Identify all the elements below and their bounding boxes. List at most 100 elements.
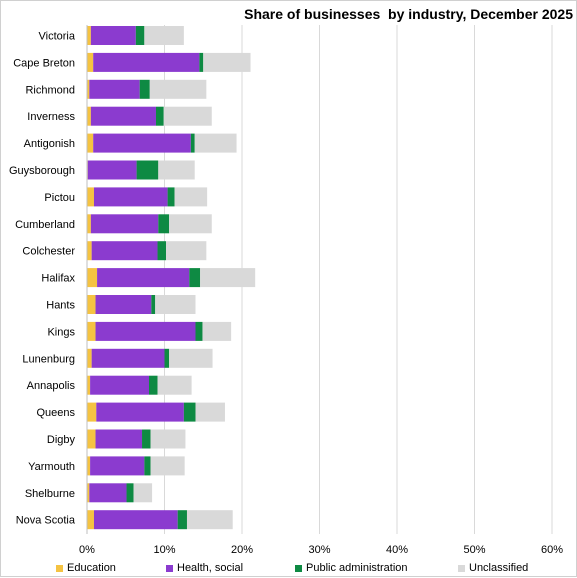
bar-segment: [87, 214, 91, 234]
bar-segment: [87, 268, 98, 288]
bar-segment: [200, 268, 256, 288]
bar-segment: [90, 26, 136, 45]
legend-label: Education: [67, 562, 116, 574]
bar-segment: [97, 268, 190, 288]
category-label: Yarmouth: [28, 461, 75, 473]
category-label: Cape Breton: [13, 57, 75, 69]
legend-swatch: [295, 564, 302, 572]
legend-item: Education: [56, 562, 116, 574]
bar-segment: [166, 241, 207, 261]
bar-segment: [158, 214, 170, 234]
bar-segment: [87, 375, 91, 395]
bar-segment: [183, 402, 196, 422]
bar-segment: [87, 160, 137, 180]
x-tick-label: 50%: [463, 544, 485, 556]
bar-segment: [87, 133, 94, 153]
bar-segment: [150, 429, 186, 449]
bar-segment: [91, 241, 158, 261]
bar-segment: [139, 79, 150, 99]
category-label: Queens: [36, 407, 75, 419]
legend-item: Public administration: [295, 562, 408, 574]
bar-segment: [93, 187, 168, 207]
bar-segment: [194, 133, 237, 153]
bar-segment: [202, 321, 232, 341]
bar-segment: [158, 160, 195, 180]
category-label: Inverness: [27, 111, 75, 123]
bar-segment: [93, 133, 191, 153]
category-label: Cumberland: [15, 219, 75, 231]
category-label: Nova Scotia: [16, 515, 76, 527]
x-tick-label: 20%: [231, 544, 253, 556]
bar-segment: [195, 402, 225, 422]
category-label: Halifax: [41, 273, 75, 285]
legend-label: Unclassified: [469, 562, 529, 574]
chart-title: Share of businesses by industry, Decembe…: [244, 6, 573, 22]
bar-segment: [151, 295, 156, 314]
category-label: Hants: [46, 300, 75, 312]
bar-segment: [186, 510, 233, 530]
bar-segment: [169, 214, 212, 234]
bar-segment: [93, 52, 200, 72]
legend-swatch: [458, 564, 465, 572]
bar-segment: [87, 456, 91, 476]
bar-segment: [90, 214, 159, 234]
bar-segment: [87, 26, 91, 45]
bar-segment: [133, 483, 153, 503]
bar-segment: [199, 52, 204, 72]
legend-swatch: [56, 564, 63, 572]
bar-segment: [87, 295, 96, 314]
bar-segment: [87, 510, 94, 530]
category-label: Shelburne: [25, 488, 75, 500]
x-tick-label: 30%: [308, 544, 330, 556]
bar-segment: [93, 510, 178, 530]
category-label: Victoria: [39, 31, 76, 43]
x-tick-label: 40%: [386, 544, 408, 556]
category-label: Guysborough: [9, 165, 75, 177]
bar-segment: [189, 268, 201, 288]
bar-segment: [91, 348, 165, 368]
bar-segment: [169, 348, 213, 368]
category-label: Annapolis: [27, 380, 76, 392]
bar-segment: [87, 52, 94, 72]
bar-segment: [135, 26, 145, 45]
bar-segment: [144, 26, 184, 45]
bar-segment: [164, 348, 170, 368]
bar-segment: [142, 429, 151, 449]
bar-segment: [95, 321, 196, 341]
bar-segment: [167, 187, 175, 207]
legend-swatch: [166, 564, 173, 572]
bar-segment: [90, 106, 156, 126]
bar-segment: [155, 295, 196, 314]
bar-segment: [177, 510, 187, 530]
legend: Education Health, social Public administra…: [1, 562, 577, 576]
bar-segment: [174, 187, 208, 207]
bar-segment: [95, 295, 152, 314]
bar-segment: [89, 79, 140, 99]
bar-segment: [95, 429, 143, 449]
category-label: Digby: [47, 434, 76, 446]
category-label: Kings: [47, 326, 75, 338]
bar-segment: [155, 106, 164, 126]
legend-item: Health, social: [166, 562, 243, 574]
bar-segment: [190, 133, 195, 153]
bar-segment: [87, 187, 94, 207]
bar-segment: [203, 52, 251, 72]
bar-segment: [126, 483, 134, 503]
category-label: Lunenburg: [22, 353, 75, 365]
x-tick-label: 0%: [79, 544, 95, 556]
bar-segment: [195, 321, 203, 341]
bar-segment: [87, 483, 90, 503]
bar-segment: [149, 375, 158, 395]
bar-segment: [90, 375, 149, 395]
bar-segment: [136, 160, 159, 180]
bar-segment: [87, 348, 92, 368]
bar-segment: [87, 241, 92, 261]
bar-segment: [90, 456, 145, 476]
x-tick-label: 10%: [153, 544, 175, 556]
bar-segment: [144, 456, 151, 476]
bar-segment: [87, 79, 90, 99]
bar-segment: [89, 483, 127, 503]
legend-label: Public administration: [306, 562, 408, 574]
